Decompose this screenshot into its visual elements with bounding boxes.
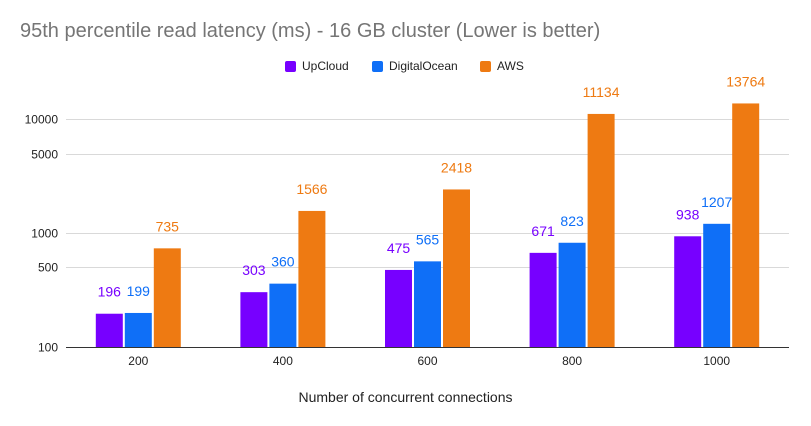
x-axis-label: Number of concurrent connections [298,389,513,405]
bar-upcloud-1000 [674,236,702,347]
x-tick-label: 600 [417,354,437,368]
bar-digitalocean-600 [414,261,441,347]
legend-label: DigitalOcean [389,59,458,73]
chart-title: 95th percentile read latency (ms) - 16 G… [20,20,601,42]
bar-upcloud-800 [529,252,557,347]
data-label: 360 [271,254,295,270]
data-label: 1207 [701,194,732,210]
data-label: 823 [560,213,584,229]
bar-aws-800 [587,113,615,347]
x-tick-label: 1000 [703,354,730,368]
legend-item-aws: AWS [480,59,524,73]
y-tick-label: 1000 [31,227,58,241]
data-label: 475 [387,240,411,256]
legend-swatch [285,60,296,72]
bar-digitalocean-200 [124,312,152,347]
y-tick-label: 10000 [25,113,59,127]
bar-aws-1000 [732,103,760,347]
legend-swatch [372,60,383,72]
data-label: 671 [531,223,555,239]
data-label: 13764 [726,73,765,89]
x-tick-label: 800 [562,354,582,368]
x-tick-label: 400 [273,354,293,368]
legend-label: UpCloud [302,59,349,73]
bar-aws-600 [443,189,470,347]
data-label: 938 [676,206,700,222]
data-label: 1566 [296,181,327,197]
y-tick-label: 100 [38,341,58,355]
bar-digitalocean-800 [558,242,586,347]
data-label: 196 [98,284,122,300]
y-tick-label: 5000 [31,148,58,162]
data-label: 11134 [583,84,620,100]
x-tick-label: 200 [128,354,148,368]
legend-label: AWS [497,59,524,73]
bar-digitalocean-400 [269,283,297,347]
legend-swatch [480,60,491,72]
data-label: 735 [156,218,180,234]
bar-upcloud-400 [240,292,268,347]
bar-digitalocean-1000 [703,223,731,347]
y-tick-label: 500 [38,261,58,275]
data-label: 565 [416,231,440,247]
legend: UpCloud DigitalOcean AWS [0,59,811,77]
data-label: 2418 [441,159,472,175]
data-label: 199 [127,283,151,299]
bar-aws-200 [153,248,181,347]
bar-aws-400 [298,210,326,347]
data-label: 303 [242,262,266,278]
legend-item-digitalocean: DigitalOcean [372,59,458,73]
bar-upcloud-600 [385,269,412,347]
bar-upcloud-200 [95,313,123,347]
legend-item-upcloud: UpCloud [285,59,349,73]
